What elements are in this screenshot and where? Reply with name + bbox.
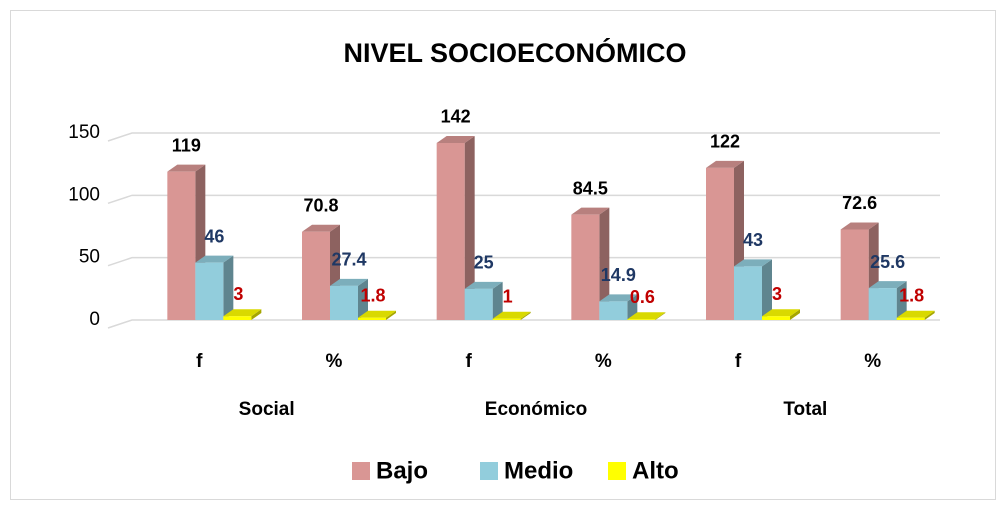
bar [840, 229, 869, 320]
x-tick-label: % [326, 351, 343, 372]
bar-side [492, 281, 503, 320]
legend-swatch [608, 462, 626, 480]
bar [706, 167, 734, 320]
data-label: 3 [772, 284, 782, 304]
bar [627, 319, 656, 320]
bar-side [599, 207, 610, 320]
bar-top [167, 164, 206, 172]
x-tick-label: % [595, 351, 612, 372]
x-tick-label: f [735, 351, 742, 372]
data-label: 1 [503, 287, 513, 307]
bar [492, 318, 521, 320]
data-label: 1.8 [899, 286, 924, 306]
data-label: 14.9 [601, 265, 636, 285]
bar-side [223, 255, 234, 320]
bar-top [868, 281, 907, 289]
group-label: Económico [485, 399, 587, 420]
data-label: 122 [710, 132, 740, 152]
data-label: 25.6 [870, 252, 905, 272]
data-label: 0.6 [630, 287, 655, 307]
x-tick-label: f [466, 351, 473, 372]
data-label: 43 [743, 230, 763, 250]
data-label: 84.5 [573, 178, 608, 198]
y-tick-label: 100 [68, 184, 100, 205]
data-label: 25 [474, 253, 494, 273]
bar [167, 171, 196, 320]
bar [868, 288, 897, 320]
bar-side [924, 310, 935, 320]
data-label: 70.8 [303, 195, 338, 215]
bar-top [599, 294, 638, 302]
x-tick-label: % [864, 351, 881, 372]
bar-side [627, 294, 638, 320]
group-label: Social [239, 399, 295, 420]
grid-line [107, 132, 940, 142]
bar-side [762, 259, 772, 320]
bar-top [840, 222, 879, 230]
legend-swatch [352, 462, 370, 480]
data-label: 142 [441, 107, 471, 127]
bar [223, 316, 252, 320]
bar-top [436, 135, 475, 143]
group-label: Total [783, 399, 827, 420]
bar-top [734, 259, 772, 267]
bar-side [655, 312, 666, 320]
bar [734, 266, 762, 320]
bar-top [358, 310, 396, 318]
data-label: 72.6 [842, 193, 877, 213]
data-label: 27.4 [331, 250, 366, 270]
bar-side [896, 281, 907, 320]
data-label: 1.8 [360, 286, 385, 306]
x-tick-label: f [196, 351, 203, 372]
bar [358, 317, 386, 320]
data-label: 3 [233, 284, 243, 304]
legend-label: Alto [632, 457, 679, 484]
bar-side [790, 309, 800, 320]
bar-top [896, 310, 935, 318]
bar [762, 316, 790, 320]
bar-side [520, 311, 531, 320]
data-label: 119 [172, 135, 201, 155]
bar-top [571, 207, 610, 215]
y-tick-label: 50 [79, 247, 100, 268]
bar-top [492, 311, 531, 319]
bar-top [330, 278, 368, 286]
bar [896, 317, 925, 320]
y-tick-label: 0 [89, 309, 100, 330]
bar-top [706, 160, 744, 168]
legend-swatch [480, 462, 498, 480]
bar-top [223, 309, 262, 317]
bar [436, 142, 465, 320]
bar-top [195, 255, 234, 263]
bar-top [302, 224, 340, 232]
bar-side [251, 309, 262, 320]
bar-side [464, 135, 475, 320]
y-tick-label: 150 [68, 122, 100, 143]
grid-line [107, 319, 940, 329]
grid-line [107, 256, 940, 267]
legend-label: Medio [504, 457, 573, 484]
chart-title: NIVEL SOCIOECONÓMICO [343, 37, 686, 68]
bar [330, 285, 358, 320]
bar [571, 214, 600, 320]
bar [599, 301, 628, 320]
bar-side [358, 278, 368, 320]
bar [464, 288, 493, 320]
data-label: 46 [204, 226, 224, 246]
grid-line [107, 194, 940, 205]
legend-label: Bajo [376, 457, 428, 484]
bar-top [627, 312, 666, 320]
bar-top [762, 309, 800, 317]
bar [302, 231, 330, 320]
bar-top [464, 281, 503, 289]
bar [195, 262, 224, 320]
bar-side [386, 310, 396, 320]
